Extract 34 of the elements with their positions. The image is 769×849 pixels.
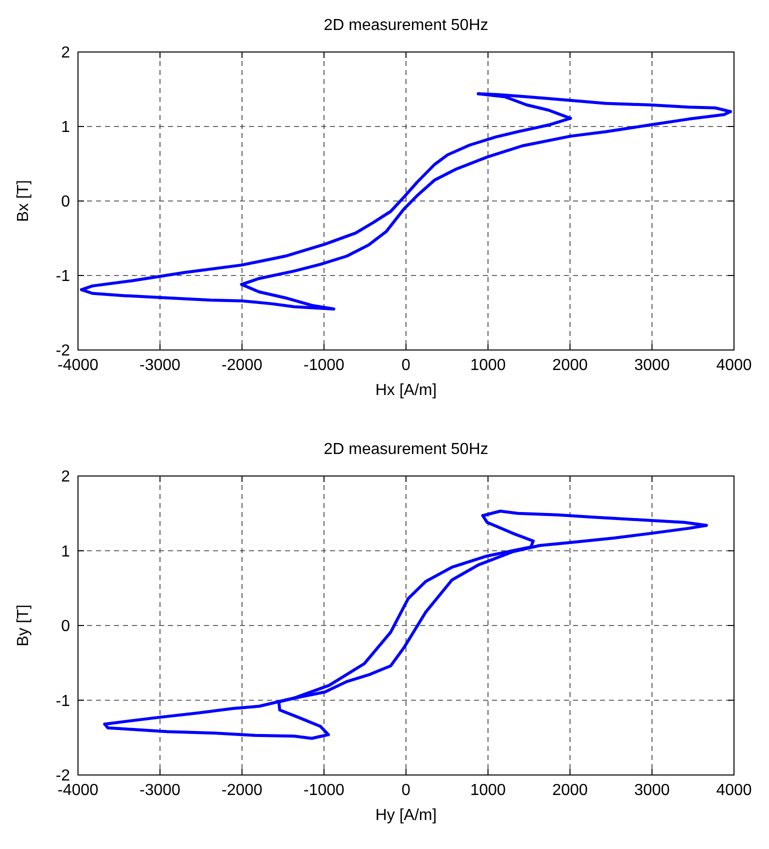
x-tick-label: 2000 xyxy=(552,357,588,374)
x-tick-label: 1000 xyxy=(470,782,506,799)
y-tick-label: 0 xyxy=(61,618,70,636)
y-tick-label: -2 xyxy=(56,342,70,360)
y-axis-title: By [T] xyxy=(15,604,32,646)
y-tick-label: 1 xyxy=(61,543,70,560)
x-tick-label: -1000 xyxy=(304,782,345,799)
x-tick-label: -3000 xyxy=(140,782,181,799)
x-axis-title: Hy [A/m] xyxy=(375,807,437,824)
x-tick-label: 4000 xyxy=(716,782,752,799)
y-tick-label: 1 xyxy=(61,119,70,136)
y-axis-title: Bx [T] xyxy=(15,180,32,222)
chart-title: 2D measurement 50Hz xyxy=(324,441,488,458)
y-tick-label: 2 xyxy=(61,44,70,62)
y-tick-label: -1 xyxy=(56,268,70,286)
chart-title: 2D measurement 50Hz xyxy=(324,17,488,34)
x-tick-label: -4000 xyxy=(58,782,99,799)
y-tick-label: 2 xyxy=(61,468,70,486)
x-tick-label: 4000 xyxy=(716,357,752,374)
x-tick-label: 0 xyxy=(402,357,411,374)
y-tick-label: 0 xyxy=(61,194,70,211)
x-tick-label: -2000 xyxy=(222,357,263,374)
y-tick-label: -2 xyxy=(56,768,70,785)
x-tick-label: 3000 xyxy=(634,782,670,799)
x-tick-label: -4000 xyxy=(58,357,99,374)
x-axis-title: Hx [A/m] xyxy=(375,382,437,399)
x-tick-label: 1000 xyxy=(470,357,506,374)
x-tick-label: 0 xyxy=(402,782,411,799)
x-tick-label: 2000 xyxy=(552,782,588,799)
y-tick-label: -1 xyxy=(56,692,70,710)
x-tick-label: -2000 xyxy=(222,782,263,799)
x-tick-label: -3000 xyxy=(140,357,181,374)
x-tick-label: -1000 xyxy=(304,357,345,374)
x-tick-label: 3000 xyxy=(634,357,670,374)
